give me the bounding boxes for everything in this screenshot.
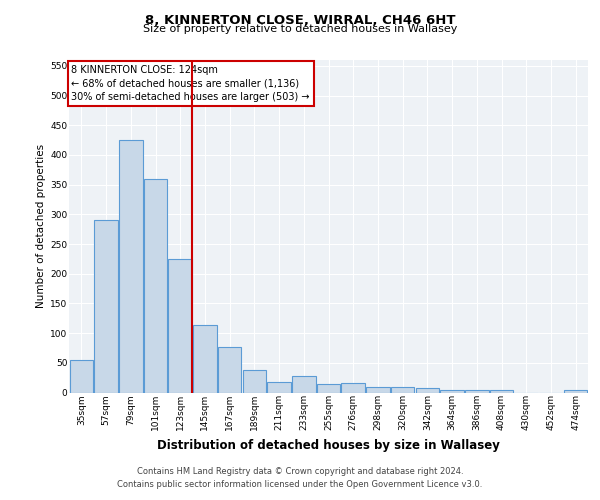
Bar [268,382,291,392]
Bar [317,384,340,392]
Bar [70,360,93,392]
Text: 8, KINNERTON CLOSE, WIRRAL, CH46 6HT: 8, KINNERTON CLOSE, WIRRAL, CH46 6HT [145,14,455,27]
Bar [94,220,118,392]
Text: Contains public sector information licensed under the Open Government Licence v3: Contains public sector information licen… [118,480,482,489]
Bar [564,390,587,392]
Text: Contains HM Land Registry data © Crown copyright and database right 2024.: Contains HM Land Registry data © Crown c… [137,467,463,476]
Bar [416,388,439,392]
Y-axis label: Number of detached properties: Number of detached properties [36,144,46,308]
Bar [465,390,488,392]
Text: 8 KINNERTON CLOSE: 124sqm
← 68% of detached houses are smaller (1,136)
30% of se: 8 KINNERTON CLOSE: 124sqm ← 68% of detac… [71,66,310,102]
Bar [292,376,316,392]
Bar [490,390,513,392]
Bar [169,259,192,392]
Bar [242,370,266,392]
Bar [440,390,464,392]
Bar [341,383,365,392]
Bar [391,386,415,392]
Bar [218,347,241,393]
Bar [366,386,389,392]
X-axis label: Distribution of detached houses by size in Wallasey: Distribution of detached houses by size … [157,438,500,452]
Bar [119,140,143,392]
Bar [193,326,217,392]
Bar [144,179,167,392]
Text: Size of property relative to detached houses in Wallasey: Size of property relative to detached ho… [143,24,457,34]
